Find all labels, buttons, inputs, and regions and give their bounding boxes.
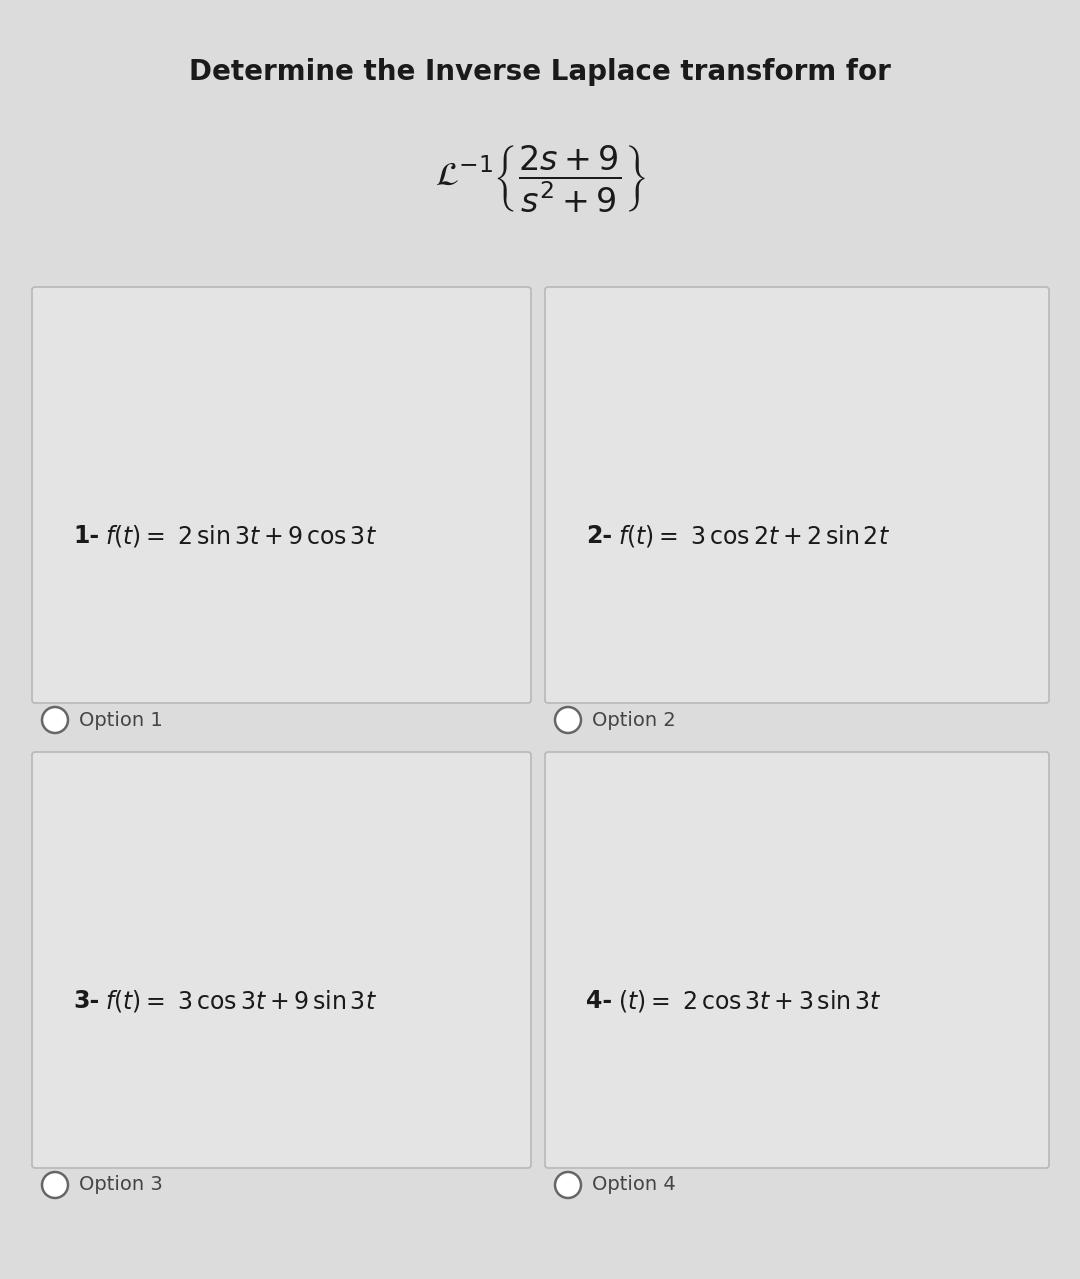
Text: Option 4: Option 4: [592, 1175, 676, 1195]
Text: $f(t) = \ 2\,\sin 3t + 9\,\cos 3t$: $f(t) = \ 2\,\sin 3t + 9\,\cos 3t$: [105, 523, 377, 549]
Circle shape: [555, 707, 581, 733]
Text: $\mathcal{L}^{-1}\left\{\dfrac{2s + 9}{s^2 + 9}\right\}$: $\mathcal{L}^{-1}\left\{\dfrac{2s + 9}{s…: [434, 142, 646, 214]
Circle shape: [42, 707, 68, 733]
Text: 4-: 4-: [586, 989, 612, 1013]
Text: $f(t) = \ 3\,\cos 2t + 2\,\sin 2t$: $f(t) = \ 3\,\cos 2t + 2\,\sin 2t$: [618, 523, 890, 549]
Text: $(t) = \ 2\,\cos 3t + 3\,\sin 3t$: $(t) = \ 2\,\cos 3t + 3\,\sin 3t$: [618, 987, 881, 1014]
FancyBboxPatch shape: [32, 286, 531, 703]
FancyBboxPatch shape: [32, 752, 531, 1168]
Text: Option 3: Option 3: [79, 1175, 163, 1195]
Text: Determine the Inverse Laplace transform for: Determine the Inverse Laplace transform …: [189, 58, 891, 86]
FancyBboxPatch shape: [545, 286, 1049, 703]
Text: Option 1: Option 1: [79, 711, 163, 729]
Text: $f(t) = \ 3\,\cos 3t + 9\,\sin 3t$: $f(t) = \ 3\,\cos 3t + 9\,\sin 3t$: [105, 987, 377, 1014]
Text: Option 2: Option 2: [592, 711, 676, 729]
Text: 3-: 3-: [73, 989, 99, 1013]
Text: 2-: 2-: [586, 524, 612, 547]
FancyBboxPatch shape: [545, 752, 1049, 1168]
Circle shape: [42, 1172, 68, 1198]
Circle shape: [555, 1172, 581, 1198]
Text: 1-: 1-: [73, 524, 99, 547]
